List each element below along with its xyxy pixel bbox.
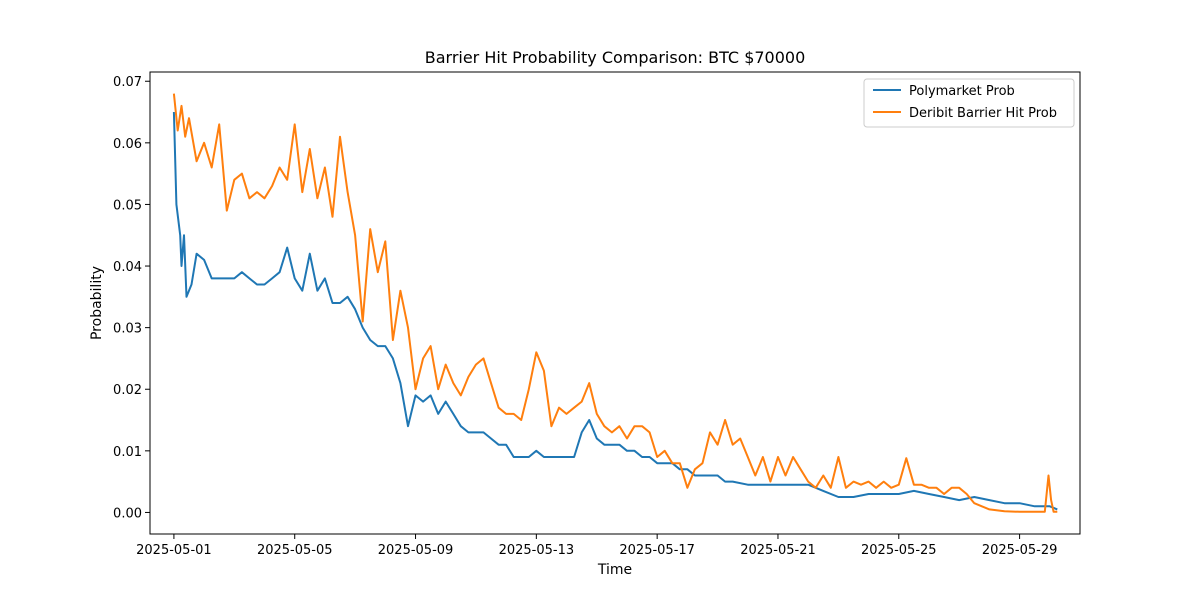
x-axis-label: Time bbox=[597, 562, 632, 578]
legend-label-polymarket: Polymarket Prob bbox=[909, 84, 1015, 99]
legend: Polymarket Prob Deribit Barrier Hit Prob bbox=[863, 78, 1075, 128]
y-axis: 0.00 0.01 0.02 0.03 0.04 0.05 0.06 0.07 bbox=[113, 75, 150, 521]
y-tick-label: 0.03 bbox=[113, 322, 142, 337]
y-axis-label: Probability bbox=[89, 266, 105, 340]
y-tick-label: 0.02 bbox=[113, 383, 142, 398]
x-tick-label: 2025-05-01 bbox=[136, 543, 212, 558]
x-tick-label: 2025-05-09 bbox=[378, 543, 454, 558]
plot-area bbox=[172, 93, 1058, 513]
chart-title: Barrier Hit Probability Comparison: BTC … bbox=[425, 48, 806, 67]
y-tick-label: 0.04 bbox=[113, 260, 142, 275]
x-tick-label: 2025-05-05 bbox=[257, 543, 333, 558]
x-tick-label: 2025-05-29 bbox=[982, 543, 1058, 558]
x-tick-label: 2025-05-21 bbox=[740, 543, 816, 558]
series-line-deribit bbox=[172, 93, 1058, 513]
x-axis: 2025-05-01 2025-05-05 2025-05-09 2025-05-13… bbox=[136, 534, 1057, 558]
x-tick-label: 2025-05-25 bbox=[861, 543, 937, 558]
x-tick-label: 2025-05-17 bbox=[619, 543, 695, 558]
y-tick-label: 0.05 bbox=[113, 198, 142, 213]
y-tick-label: 0.06 bbox=[113, 137, 142, 152]
axes-frame bbox=[149, 71, 1081, 535]
legend-box bbox=[863, 78, 1075, 128]
y-tick-label: 0.00 bbox=[113, 506, 142, 521]
legend-label-deribit: Deribit Barrier Hit Prob bbox=[909, 106, 1057, 121]
y-tick-label: 0.01 bbox=[113, 445, 142, 460]
y-tick-label: 0.07 bbox=[113, 75, 142, 90]
x-tick-label: 2025-05-13 bbox=[499, 543, 575, 558]
